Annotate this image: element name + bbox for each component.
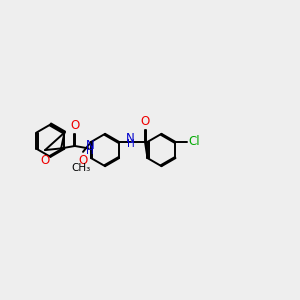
Text: O: O [70,119,80,132]
Text: O: O [40,154,50,167]
Text: O: O [140,115,150,128]
Text: CH₃: CH₃ [71,163,91,173]
Text: O: O [78,154,88,167]
Text: H: H [127,140,134,149]
Text: H: H [86,146,94,156]
Text: N: N [85,139,94,152]
Text: N: N [126,132,135,145]
Text: Cl: Cl [188,135,200,148]
